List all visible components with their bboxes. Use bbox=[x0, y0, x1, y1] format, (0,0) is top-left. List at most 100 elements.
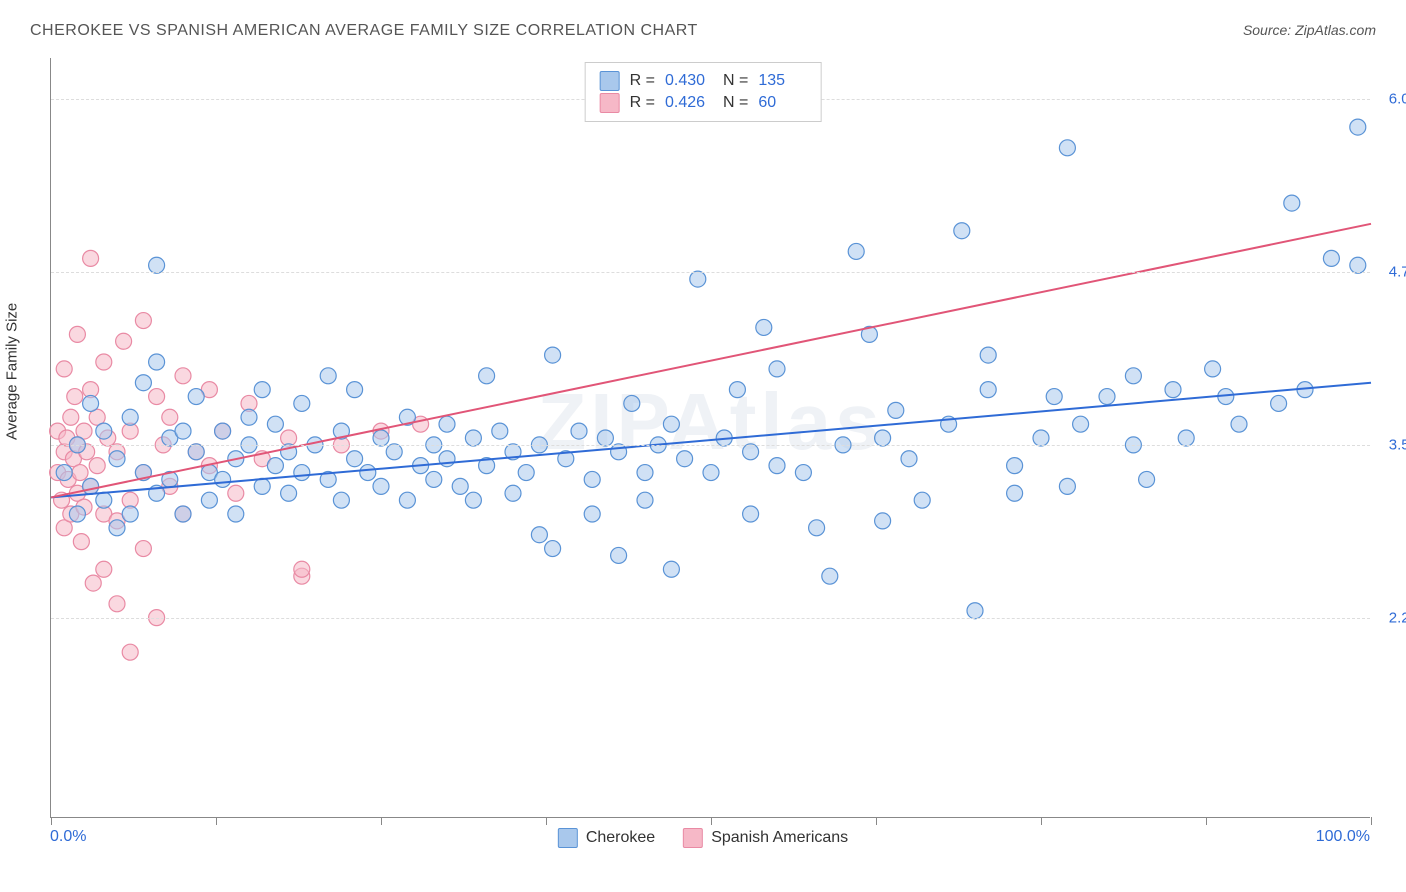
scatter-point bbox=[1059, 140, 1075, 156]
legend-label: Spanish Americans bbox=[711, 829, 848, 847]
scatter-point bbox=[122, 644, 138, 660]
legend-r-value: 0.426 bbox=[665, 94, 713, 112]
scatter-point bbox=[1205, 361, 1221, 377]
scatter-point bbox=[386, 444, 402, 460]
scatter-point bbox=[56, 465, 72, 481]
scatter-point bbox=[1350, 119, 1366, 135]
scatter-point bbox=[373, 478, 389, 494]
scatter-point bbox=[241, 409, 257, 425]
scatter-point bbox=[360, 465, 376, 481]
scatter-point bbox=[769, 458, 785, 474]
scatter-point bbox=[347, 382, 363, 398]
scatter-point bbox=[690, 271, 706, 287]
scatter-point bbox=[1099, 389, 1115, 405]
scatter-point bbox=[465, 492, 481, 508]
y-tick-label: 6.00 bbox=[1389, 91, 1406, 108]
scatter-point bbox=[56, 361, 72, 377]
chart-title: CHEROKEE VS SPANISH AMERICAN AVERAGE FAM… bbox=[30, 22, 698, 40]
scatter-point bbox=[584, 471, 600, 487]
scatter-point bbox=[96, 354, 112, 370]
scatter-point bbox=[597, 430, 613, 446]
gridline-h bbox=[51, 618, 1370, 619]
scatter-point bbox=[175, 423, 191, 439]
scatter-point bbox=[795, 465, 811, 481]
scatter-point bbox=[162, 409, 178, 425]
scatter-point bbox=[294, 561, 310, 577]
scatter-point bbox=[756, 319, 772, 335]
scatter-point bbox=[1271, 395, 1287, 411]
legend-r-label: R = bbox=[630, 72, 655, 90]
scatter-point bbox=[663, 416, 679, 432]
scatter-point bbox=[967, 603, 983, 619]
scatter-point bbox=[624, 395, 640, 411]
scatter-point bbox=[69, 326, 85, 342]
scatter-point bbox=[96, 561, 112, 577]
scatter-point bbox=[1125, 368, 1141, 384]
gridline-h bbox=[51, 445, 1370, 446]
scatter-point bbox=[67, 389, 83, 405]
scatter-point bbox=[294, 465, 310, 481]
legend-item: Cherokee bbox=[558, 828, 655, 848]
scatter-point bbox=[492, 423, 508, 439]
legend-r-value: 0.430 bbox=[665, 72, 713, 90]
scatter-point bbox=[809, 520, 825, 536]
legend-r-label: R = bbox=[630, 94, 655, 112]
y-axis-label: Average Family Size bbox=[4, 303, 21, 440]
scatter-point bbox=[228, 485, 244, 501]
scatter-point bbox=[73, 534, 89, 550]
scatter-point bbox=[122, 506, 138, 522]
legend-n-label: N = bbox=[723, 72, 748, 90]
scatter-point bbox=[294, 395, 310, 411]
scatter-point bbox=[96, 492, 112, 508]
scatter-point bbox=[135, 541, 151, 557]
scatter-point bbox=[743, 444, 759, 460]
scatter-point bbox=[677, 451, 693, 467]
x-tick bbox=[381, 817, 382, 825]
x-tick bbox=[711, 817, 712, 825]
scatter-point bbox=[188, 444, 204, 460]
x-axis-min-label: 0.0% bbox=[50, 828, 86, 846]
scatter-point bbox=[769, 361, 785, 377]
correlation-legend: R =0.430N =135R =0.426N =60 bbox=[585, 62, 822, 122]
legend-swatch bbox=[600, 93, 620, 113]
scatter-point bbox=[1139, 471, 1155, 487]
scatter-point bbox=[254, 478, 270, 494]
scatter-point bbox=[69, 506, 85, 522]
scatter-point bbox=[637, 492, 653, 508]
scatter-point bbox=[1046, 389, 1062, 405]
scatter-point bbox=[571, 423, 587, 439]
gridline-h bbox=[51, 272, 1370, 273]
x-tick bbox=[876, 817, 877, 825]
scatter-point bbox=[875, 513, 891, 529]
scatter-point bbox=[888, 402, 904, 418]
scatter-point bbox=[980, 347, 996, 363]
scatter-point bbox=[505, 485, 521, 501]
legend-label: Cherokee bbox=[586, 829, 655, 847]
scatter-point bbox=[333, 492, 349, 508]
scatter-point bbox=[135, 313, 151, 329]
scatter-svg bbox=[51, 58, 1370, 817]
scatter-point bbox=[149, 354, 165, 370]
scatter-point bbox=[149, 257, 165, 273]
scatter-point bbox=[954, 223, 970, 239]
x-tick bbox=[51, 817, 52, 825]
scatter-point bbox=[1350, 257, 1366, 273]
scatter-point bbox=[848, 243, 864, 259]
scatter-point bbox=[637, 465, 653, 481]
scatter-point bbox=[914, 492, 930, 508]
scatter-point bbox=[109, 520, 125, 536]
scatter-point bbox=[1323, 250, 1339, 266]
scatter-point bbox=[72, 465, 88, 481]
scatter-point bbox=[109, 451, 125, 467]
scatter-point bbox=[822, 568, 838, 584]
scatter-point bbox=[116, 333, 132, 349]
scatter-point bbox=[85, 575, 101, 591]
scatter-point bbox=[83, 395, 99, 411]
scatter-point bbox=[89, 458, 105, 474]
legend-n-value: 60 bbox=[758, 94, 806, 112]
scatter-point bbox=[63, 409, 79, 425]
scatter-point bbox=[743, 506, 759, 522]
scatter-point bbox=[320, 368, 336, 384]
scatter-point bbox=[135, 375, 151, 391]
legend-swatch bbox=[600, 71, 620, 91]
